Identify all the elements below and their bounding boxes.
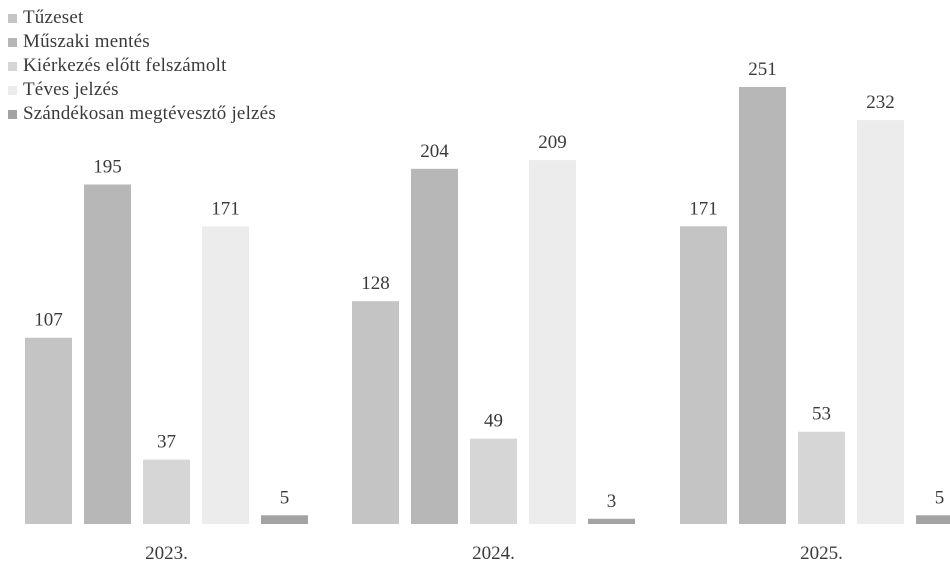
legend-item: Szándékosan megtévesztő jelzés [8, 102, 276, 126]
data-label: 49 [484, 411, 503, 432]
data-label: 171 [211, 198, 240, 219]
legend-label: Kiérkezés előtt felszámolt [23, 55, 227, 76]
legend-item: Műszaki mentés [8, 30, 276, 54]
legend-swatch [8, 37, 17, 47]
bar [84, 184, 131, 525]
bar [143, 459, 190, 524]
data-label: 5 [935, 487, 945, 508]
legend-swatch [8, 109, 17, 119]
data-label: 209 [538, 132, 567, 153]
bar [680, 226, 727, 524]
data-label: 232 [866, 92, 895, 113]
legend-item: Téves jelzés [8, 78, 276, 102]
legend-label: Műszaki mentés [23, 31, 150, 52]
data-label: 107 [34, 310, 63, 331]
bar [529, 160, 576, 524]
bar [352, 301, 399, 524]
legend-swatch [8, 61, 17, 71]
bar [202, 226, 249, 524]
data-label: 53 [812, 404, 831, 425]
legend-item: Tűzeset [8, 6, 276, 30]
bar [857, 120, 904, 524]
bar [261, 515, 308, 524]
data-label: 128 [361, 273, 390, 294]
bar [25, 337, 72, 524]
bar [470, 438, 517, 524]
bar [411, 168, 458, 525]
legend: Tűzeset Műszaki mentés Kiérkezés előtt fel… [8, 6, 276, 126]
data-label: 3 [607, 491, 617, 512]
data-label: 204 [420, 141, 449, 162]
bar [798, 431, 845, 524]
category-label: 2025. [800, 543, 843, 564]
data-label: 251 [748, 59, 777, 80]
legend-label: Szándékosan megtévesztő jelzés [23, 103, 276, 124]
category-label: 2024. [472, 543, 515, 564]
category-label: 2023. [145, 543, 188, 564]
legend-swatch [8, 85, 17, 95]
legend-label: Téves jelzés [23, 79, 119, 100]
legend-label: Tűzeset [23, 7, 84, 28]
legend-swatch [8, 13, 17, 23]
bar [916, 515, 950, 524]
legend-item: Kiérkezés előtt felszámolt [8, 54, 276, 78]
bar [739, 87, 786, 524]
data-label: 171 [689, 198, 718, 219]
data-label: 5 [280, 487, 290, 508]
bar [588, 518, 635, 524]
data-label: 195 [93, 156, 122, 177]
data-label: 37 [157, 432, 176, 453]
